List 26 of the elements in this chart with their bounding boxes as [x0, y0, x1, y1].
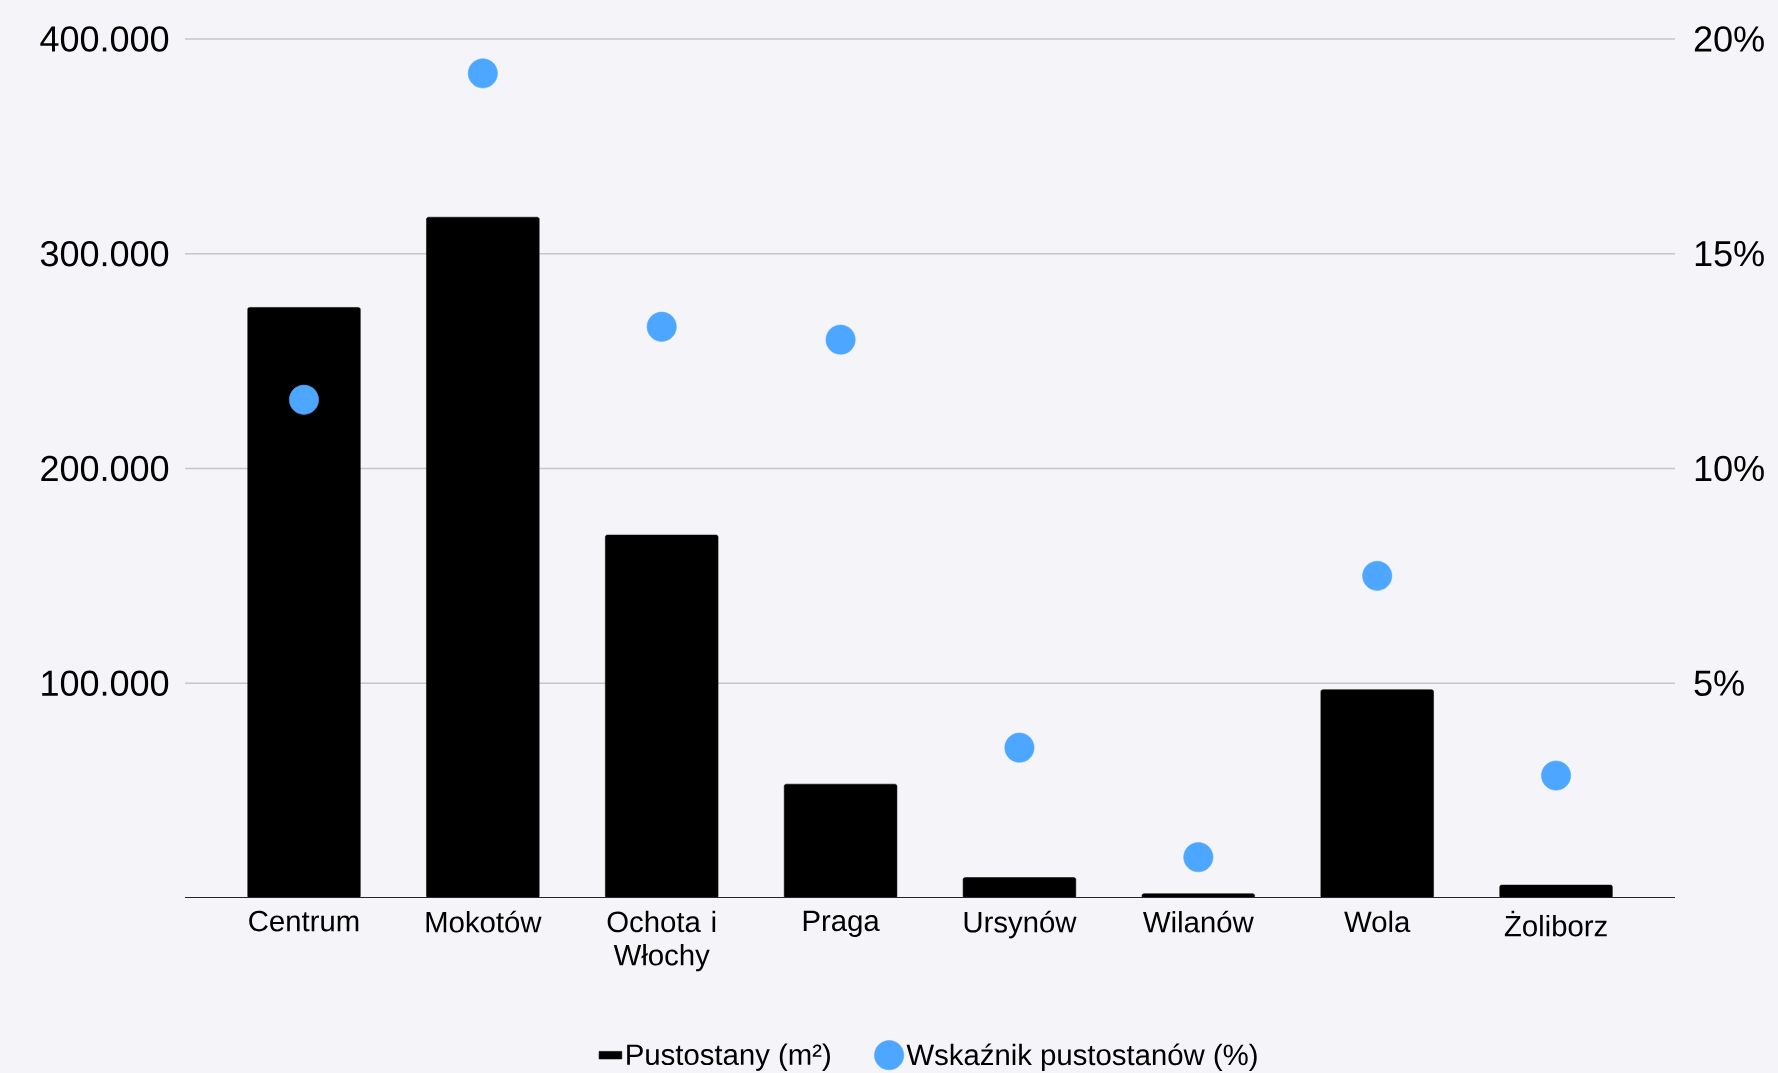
y-tick-label: 200.000 — [41, 455, 169, 482]
y2-tick-label: 5% — [1694, 670, 1744, 696]
y-tick-label: 300.000 — [40, 241, 169, 267]
y-tick-label: 400.000 — [40, 26, 169, 52]
point — [646, 311, 677, 342]
y2-tick-label: 15% — [1695, 241, 1764, 267]
y-tick-label: 100.000 — [42, 670, 169, 696]
point — [1541, 760, 1572, 791]
point — [1183, 842, 1214, 873]
x-tick-label: Żoliborz — [1504, 910, 1607, 937]
x-tick-label: Centrum — [249, 910, 359, 932]
x-tick-label: Wilanów — [1143, 910, 1254, 933]
point — [467, 58, 498, 89]
x-tick-label: Ursynów — [964, 910, 1077, 939]
y2-tick-label: 10% — [1695, 455, 1764, 482]
x-tick-label: Mokotów — [426, 910, 542, 933]
point — [1362, 560, 1393, 591]
x-tick-label: Wola — [1344, 910, 1411, 933]
x-tick-label: Ochota i Włochy — [607, 910, 716, 972]
point — [289, 384, 319, 415]
point — [1004, 732, 1035, 763]
legend-label: Wskaźnik pustostanów (%) — [906, 1043, 1257, 1072]
legend-label: Pustostany (m²) — [627, 1043, 830, 1071]
x-tick-label: Praga — [803, 910, 880, 937]
y2-tick-label: 20% — [1694, 26, 1764, 52]
point — [825, 324, 856, 355]
